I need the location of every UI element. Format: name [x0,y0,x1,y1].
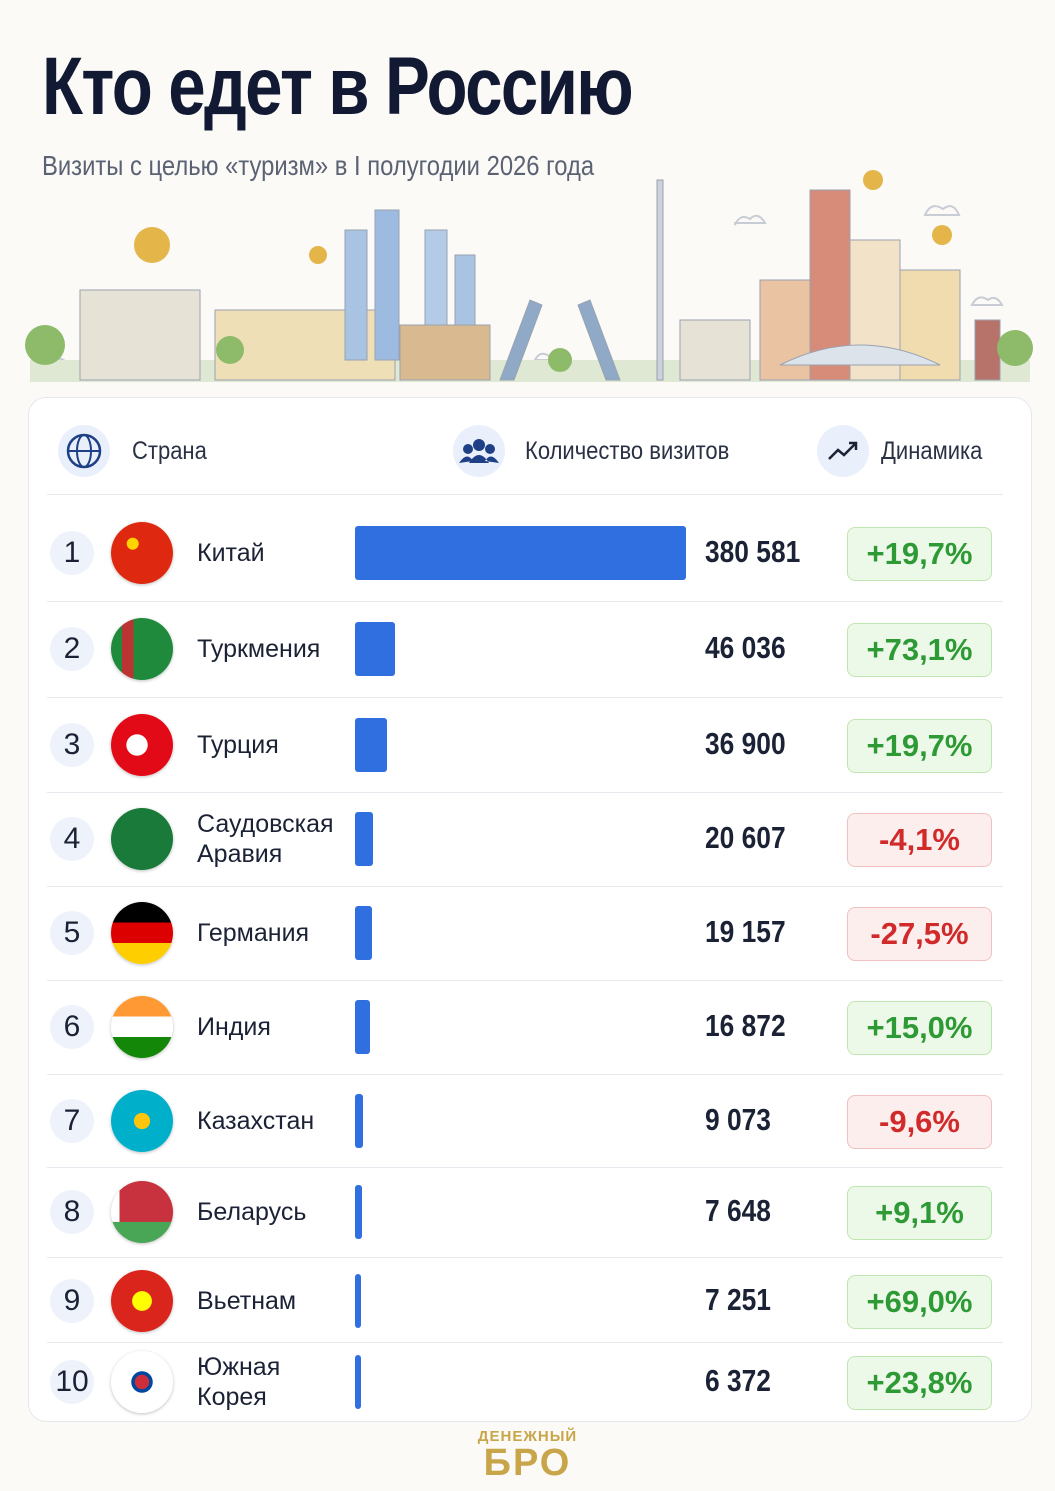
bar [355,1185,362,1239]
change-badge: +15,0% [847,1001,992,1055]
separator [47,1256,1003,1258]
flag [111,996,173,1058]
skyline [25,170,1033,382]
value-label: 9 073 [705,1102,771,1137]
logo-top: ДЕНЕЖНЫЙ [477,1428,578,1445]
column-header: Страна [132,437,207,465]
rank: 4 [50,817,94,861]
bar [355,1000,370,1054]
value-label: 6 372 [705,1363,771,1398]
country-name: Казахстан [197,1107,315,1135]
change-badge: +19,7% [847,719,992,773]
separator [47,494,1003,495]
separator [47,697,1003,698]
separator [47,886,1003,887]
rank: 9 [50,1279,94,1323]
bar [355,1274,362,1328]
value-label: 46 036 [705,630,786,665]
change-badge: +23,8% [847,1356,992,1410]
country-name: Турция [197,731,279,759]
column-header: Количество визитов [525,437,730,465]
flag [111,522,173,584]
separator [47,601,1003,602]
change-badge: -9,6% [847,1095,992,1149]
bar [355,1355,361,1409]
change-badge: +19,7% [847,527,992,581]
flag [111,808,173,870]
globe-icon [58,425,110,477]
bar [355,622,396,676]
separator [47,1166,1003,1168]
separator [47,792,1003,793]
subtitle: Визиты с целью «туризм» в I полугодии 20… [42,150,595,181]
country-name: Саудовская Аравия [197,810,334,868]
title: Кто едет в Россию [42,41,634,132]
separator [47,1074,1003,1075]
country-name: Китай [197,539,265,567]
change-badge: -27,5% [847,907,992,961]
flag [111,902,173,964]
rank: 6 [50,1005,94,1049]
flag [111,1351,173,1413]
value-label: 7 648 [705,1193,771,1228]
flag [111,714,173,776]
country-name: Вьетнам [197,1287,297,1315]
bar [355,906,372,960]
flag [111,1181,173,1243]
rank: 1 [50,531,94,575]
value-label: 36 900 [705,726,786,761]
change-badge: +73,1% [847,623,992,677]
country-name: Индия [197,1013,271,1041]
country-name: Южная Корея [197,1353,281,1411]
column-header: Динамика [881,437,983,465]
logo-main: БРО [483,1442,572,1484]
bar [355,1094,363,1148]
trend-icon [817,425,869,477]
flag [111,618,173,680]
logo: ДЕНЕЖНЫЙ БРО [0,1428,1055,1484]
bar [355,526,686,580]
people-icon [453,425,505,477]
change-badge: -4,1% [847,813,992,867]
value-label: 380 581 [705,534,801,569]
bar [355,718,388,772]
country-name: Туркмения [197,635,321,663]
rank: 3 [50,723,94,767]
separator [47,980,1003,981]
separator [47,1341,1003,1343]
flag [111,1090,173,1152]
bar [355,812,373,866]
change-badge: +69,0% [847,1275,992,1329]
change-badge: +9,1% [847,1186,992,1240]
country-name: Беларусь [197,1198,307,1226]
rank: 2 [50,627,94,671]
flag [111,1270,173,1332]
value-label: 20 607 [705,820,786,855]
value-label: 7 251 [705,1282,771,1317]
value-label: 16 872 [705,1008,786,1043]
value-label: 19 157 [705,914,786,949]
country-name: Германия [197,919,310,947]
rank: 8 [50,1190,94,1234]
rank: 7 [50,1099,94,1143]
rank: 5 [50,911,94,955]
rank: 10 [50,1360,94,1404]
